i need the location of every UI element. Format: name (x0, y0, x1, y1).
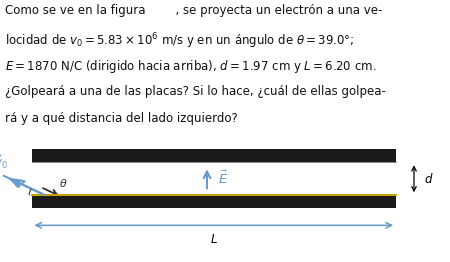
Text: Como se ve en la figura        , se proyecta un electrón a una ve-: Como se ve en la figura , se proyecta un… (5, 4, 383, 17)
Bar (32, 149, 396, 162)
Text: $E = 1870$ N/C (dirigido hacia arriba), $d = 1.97$ cm y $L = 6.20$ cm.: $E = 1870$ N/C (dirigido hacia arriba), … (5, 58, 377, 75)
Text: $\vec{E}$: $\vec{E}$ (218, 170, 229, 188)
Text: $L$: $L$ (210, 233, 218, 246)
Text: $\theta$: $\theta$ (58, 177, 68, 189)
Text: $\vec{v}_0$: $\vec{v}_0$ (0, 154, 8, 171)
Bar (32, 195, 396, 208)
Text: locidad de $v_0 = 5.83 \times 10^6$ m/s y en un ángulo de $\theta = 39.0°$;: locidad de $v_0 = 5.83 \times 10^6$ m/s … (5, 31, 355, 51)
Text: rá y a qué distancia del lado izquierdo?: rá y a qué distancia del lado izquierdo? (5, 112, 238, 125)
Text: ¿Golpeará a una de las placas? Si lo hace, ¿cuál de ellas golpea-: ¿Golpeará a una de las placas? Si lo hac… (5, 85, 386, 98)
Text: $d$: $d$ (424, 172, 433, 186)
Bar (32, 162, 396, 195)
